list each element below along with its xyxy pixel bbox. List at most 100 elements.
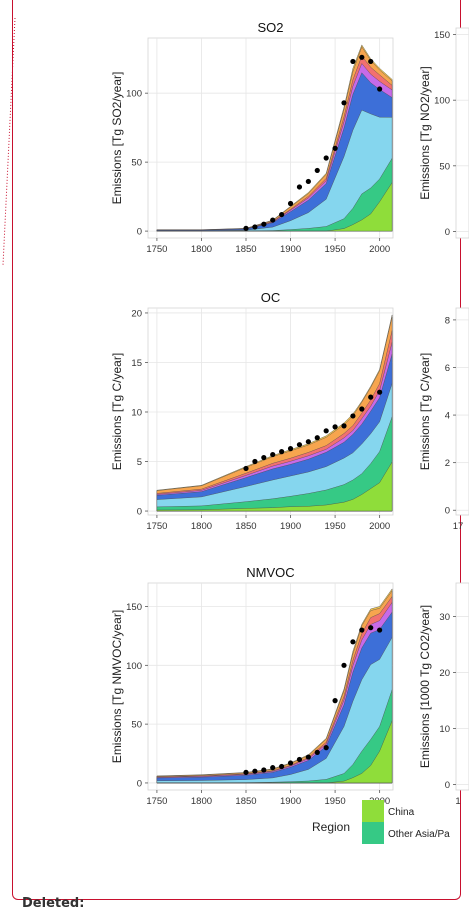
x-tick-label: 1950: [325, 796, 346, 807]
chart-title: SO2: [257, 20, 283, 35]
data-point: [270, 765, 276, 771]
data-point: [350, 413, 356, 419]
x-tick-label: 2000: [369, 521, 390, 532]
data-point: [252, 768, 258, 774]
x-tick-label: 1750: [146, 244, 167, 255]
y-axis-label: Emissions [Tg C/year]: [110, 353, 124, 470]
y-tick-label: 4: [445, 411, 450, 422]
data-point: [359, 406, 365, 412]
data-point: [341, 100, 347, 106]
chart-panel-5: 0 10 20 30 Emissions [1000 Tg CO2/year] 1: [418, 582, 469, 807]
data-point: [323, 155, 329, 161]
data-point: [305, 178, 311, 185]
data-point: [332, 145, 338, 151]
plot-area: [455, 582, 469, 791]
y-axis-label: Emissions [1000 Tg CO2/year]: [418, 605, 432, 768]
x-tick-label: 1800: [191, 244, 212, 255]
y-tick-label: 30: [439, 612, 450, 623]
data-point: [243, 769, 249, 775]
area-band-0: [156, 181, 393, 232]
y-tick-label: 2: [445, 458, 450, 469]
y-tick-label: 10: [439, 724, 450, 735]
x-tick-label: 1800: [191, 521, 212, 532]
legend: Region China Other Asia/Pa: [312, 800, 450, 844]
x-tick-label: 17: [453, 521, 464, 532]
x-tick-label: 1750: [146, 796, 167, 807]
y-tick-label: 50: [439, 161, 450, 172]
data-point: [377, 627, 383, 633]
y-axis-label: Emissions [Tg SO2/year]: [110, 72, 124, 205]
data-point: [305, 439, 311, 445]
x-tick-label: 1900: [280, 521, 301, 532]
data-point: [359, 54, 365, 60]
chart-panel-1: 0 5 10 15 20 Emissions [Tg C/year] 1750 1800 185…: [110, 290, 394, 532]
data-point: [314, 749, 320, 755]
y-tick-label: 0: [445, 506, 450, 517]
data-point: [341, 662, 347, 668]
y-tick-label: 0: [445, 227, 450, 238]
y-tick-label: 50: [131, 158, 142, 169]
y-tick-label: 20: [439, 668, 450, 679]
y-tick-label: 100: [434, 96, 450, 107]
x-tick-label: 1950: [325, 521, 346, 532]
data-point: [279, 211, 285, 218]
legend-swatch-china: [362, 800, 384, 822]
data-point: [287, 446, 294, 452]
y-tick-label: 10: [131, 407, 142, 418]
data-point: [305, 754, 311, 760]
y-tick-label: 0: [137, 778, 142, 789]
y-axis-label: Emissions [Tg NO2/year]: [418, 66, 432, 199]
chart-panel-3: 0 50 100 150 Emissions [Tg NO2/year]: [418, 27, 469, 239]
y-tick-label: 50: [131, 720, 142, 731]
x-tick-label: 1850: [235, 244, 256, 255]
y-tick-label: 8: [445, 315, 450, 326]
legend-swatch-other-asia: [362, 822, 384, 844]
area-band-0: [156, 461, 393, 512]
x-tick-label: 1950: [325, 244, 346, 255]
data-point: [377, 389, 383, 395]
data-point: [296, 756, 303, 763]
data-point: [287, 200, 294, 207]
data-point: [314, 167, 320, 174]
data-point: [350, 639, 356, 645]
legend-title: Region: [312, 820, 350, 834]
data-point: [332, 424, 338, 430]
y-axis-label: Emissions [Tg C/year]: [418, 353, 432, 470]
area-band-0: [156, 720, 393, 784]
y-tick-label: 0: [445, 780, 450, 791]
data-point: [341, 423, 347, 429]
data-point: [261, 454, 267, 461]
y-tick-label: 15: [131, 358, 142, 369]
data-point: [377, 86, 383, 92]
y-tick-label: 150: [126, 602, 142, 613]
data-point: [270, 451, 276, 458]
y-axis-label: Emissions [Tg NMVOC/year]: [110, 610, 124, 763]
legend-label-other-asia: Other Asia/Pa: [388, 829, 450, 840]
data-point: [261, 221, 267, 227]
x-tick-label: 2000: [369, 244, 390, 255]
y-tick-label: 0: [137, 227, 142, 238]
data-point: [314, 435, 320, 441]
data-point: [270, 217, 276, 223]
x-tick-label: 1800: [191, 796, 212, 807]
y-tick-label: 5: [137, 457, 142, 468]
y-tick-label: 100: [126, 89, 142, 100]
data-point: [350, 58, 356, 65]
chart-title: OC: [261, 290, 281, 305]
data-point: [359, 627, 365, 633]
data-point: [323, 428, 329, 434]
data-point: [368, 394, 374, 400]
data-point: [252, 458, 258, 465]
y-tick-label: 6: [445, 363, 450, 374]
data-point: [296, 442, 303, 448]
data-point: [323, 745, 329, 751]
y-tick-label: 20: [131, 308, 142, 319]
data-point: [243, 225, 249, 231]
deleted-label: Deleted:: [22, 896, 85, 911]
x-tick-label: 1900: [280, 244, 301, 255]
data-point: [296, 184, 303, 190]
dotted-connector: [2, 17, 16, 266]
data-point: [279, 449, 285, 455]
